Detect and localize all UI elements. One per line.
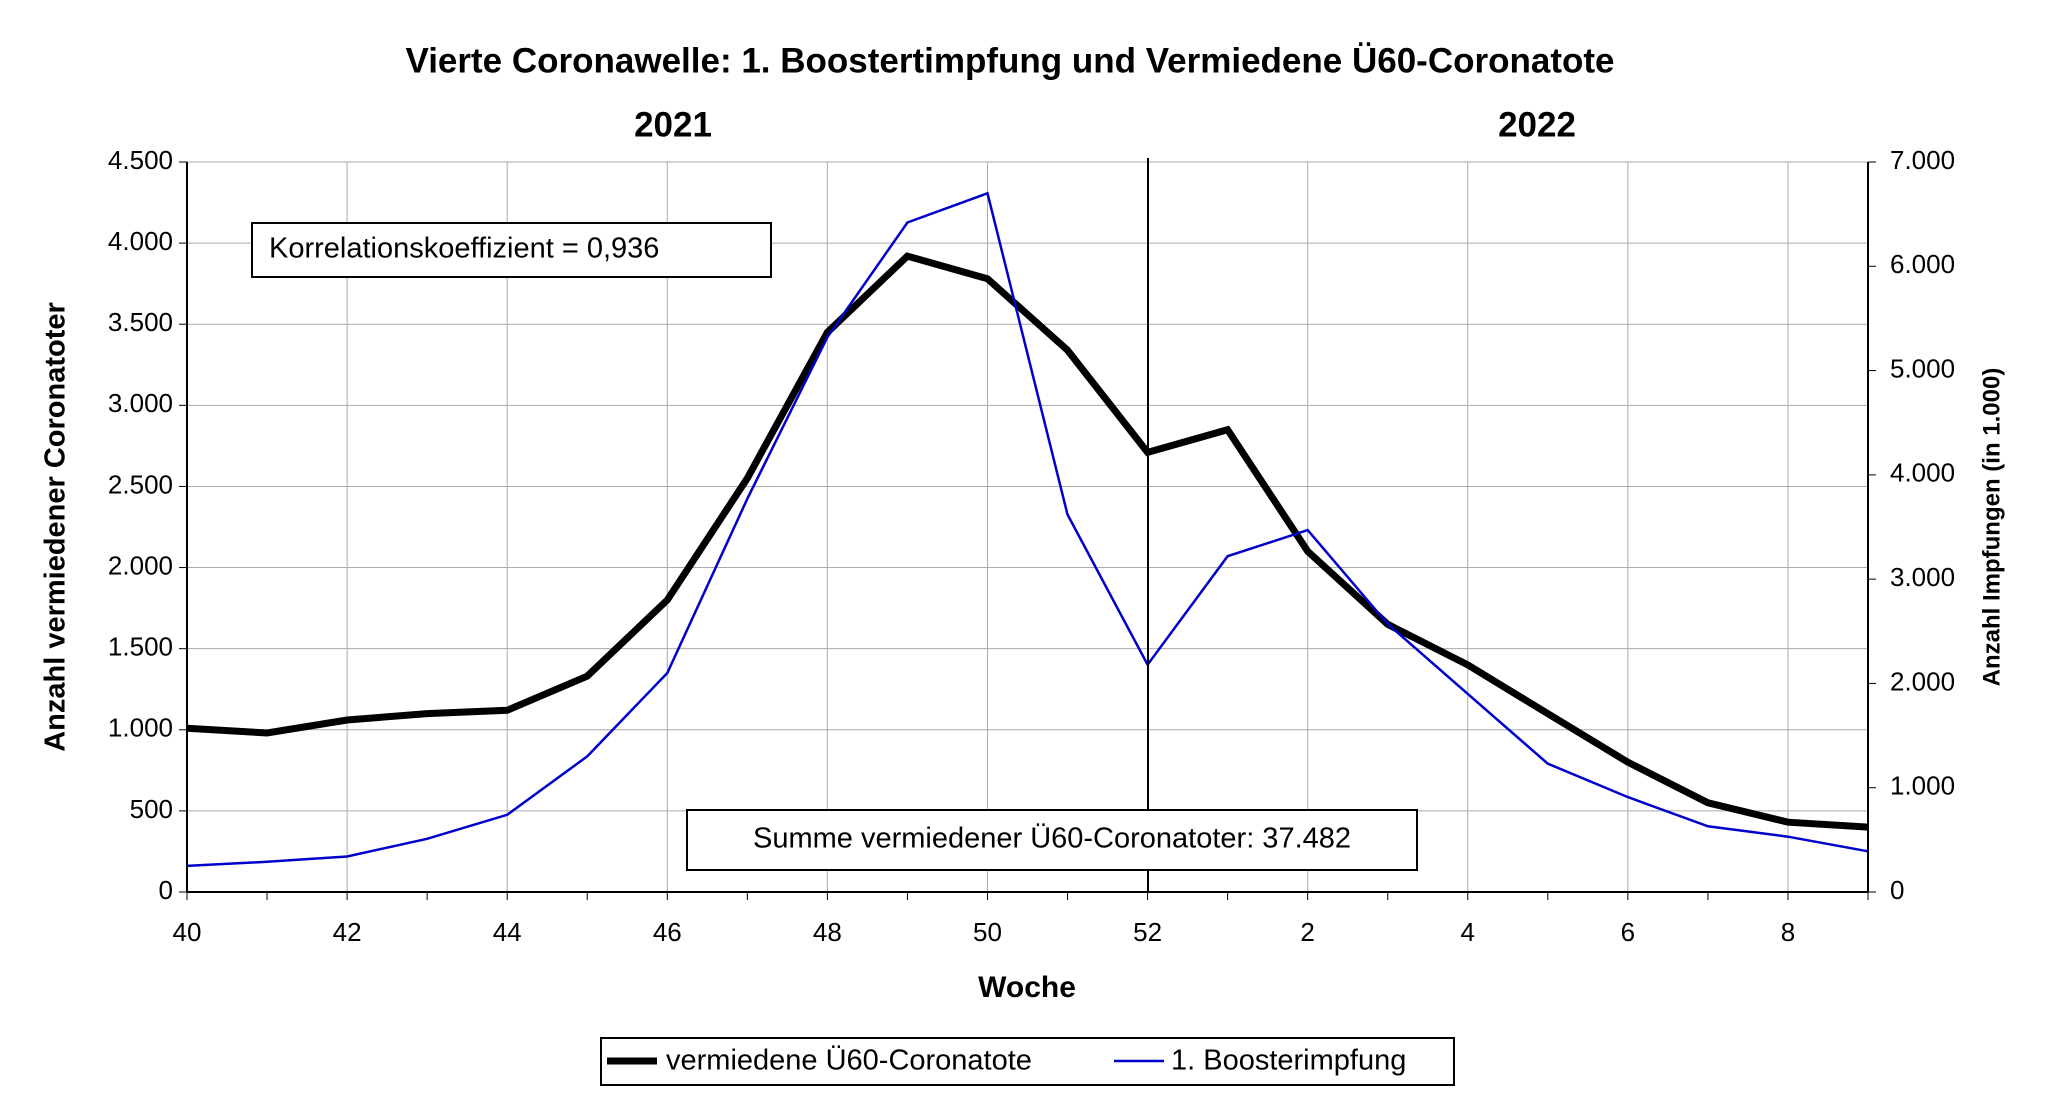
y2-tick-label: 7.000 [1890, 145, 1955, 175]
x-tick-label: 4 [1461, 917, 1475, 947]
legend [600, 1037, 1455, 1086]
year-label: 2022 [1498, 105, 1576, 144]
y-tick-label: 4.000 [108, 226, 173, 256]
series-line [186, 252, 1869, 831]
y2-tick-label: 3.000 [1890, 562, 1955, 592]
annotation: Summe vermiedener Ü60-Coronatoter: 37.48… [753, 823, 1351, 855]
x-tick-label: 48 [813, 917, 842, 947]
annotation-box [686, 809, 1418, 871]
y-axis-title: Anzahl vermiedener Coronatoter [40, 302, 72, 752]
legend-label: vermiedene Ü60-Coronatote [666, 1045, 1032, 1077]
x-tick-label: 50 [973, 917, 1002, 947]
x-axis-title: Woche [978, 971, 1076, 1004]
y-tick-label: 500 [130, 794, 173, 824]
legend-label: 1. Boosterimpfung [1171, 1045, 1406, 1077]
y-tick-label: 1.500 [108, 632, 173, 662]
x-tick-label: 42 [333, 917, 362, 947]
y2-tick-label: 6.000 [1890, 249, 1955, 279]
annotation: Korrelationskoeffizient = 0,936 [269, 233, 659, 265]
y-tick-label: 3.000 [108, 388, 173, 418]
y-tick-label: 0 [159, 875, 173, 905]
y2-axis-title: Anzahl Impfungen (in 1.000) [1978, 368, 2005, 687]
series-line [186, 191, 1869, 868]
y2-tick-label: 1.000 [1890, 771, 1955, 801]
y-tick-label: 2.000 [108, 550, 173, 580]
x-tick-label: 44 [493, 917, 522, 947]
y-tick-label: 3.500 [108, 307, 173, 337]
y-tick-label: 1.000 [108, 713, 173, 743]
y-tick-label: 4.500 [108, 145, 173, 175]
y2-tick-label: 4.000 [1890, 458, 1955, 488]
y2-tick-label: 2.000 [1890, 666, 1955, 696]
x-tick-label: 6 [1621, 917, 1635, 947]
x-tick-label: 40 [173, 917, 202, 947]
y2-tick-label: 0 [1890, 875, 1904, 905]
annotation-box [251, 222, 772, 278]
y2-tick-label: 5.000 [1890, 353, 1955, 383]
y-tick-label: 2.500 [108, 469, 173, 499]
x-tick-label: 2 [1300, 917, 1314, 947]
x-tick-label: 52 [1133, 917, 1162, 947]
chart-title: Vierte Coronawelle: 1. Boostertimpfung u… [405, 41, 1614, 80]
x-tick-label: 46 [653, 917, 682, 947]
year-label: 2021 [634, 105, 712, 144]
x-tick-label: 8 [1781, 917, 1795, 947]
